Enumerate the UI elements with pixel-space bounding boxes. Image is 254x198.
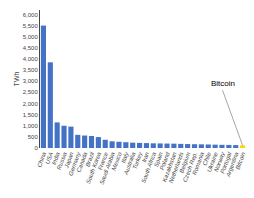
svg-text:South Africa: South Africa: [140, 151, 157, 184]
svg-text:TWh: TWh: [13, 72, 20, 87]
svg-text:South Korea: South Korea: [85, 151, 102, 185]
svg-text:Netherlands: Netherlands: [168, 151, 185, 183]
svg-text:Mexico: Mexico: [111, 151, 123, 172]
svg-text:1,000: 1,000: [23, 123, 39, 129]
svg-text:Brazil: Brazil: [84, 151, 95, 168]
svg-text:Saudi Arabia: Saudi Arabia: [99, 151, 117, 186]
svg-text:China: China: [36, 151, 47, 168]
svg-text:India: India: [51, 151, 61, 166]
svg-text:Norway: Norway: [213, 150, 226, 172]
svg-text:France: France: [97, 151, 109, 171]
svg-text:Kazakhstan: Kazakhstan: [161, 151, 178, 183]
svg-text:Czech Rep.: Czech Rep.: [182, 151, 198, 183]
svg-text:Poland: Poland: [159, 151, 171, 171]
svg-text:Canada: Canada: [76, 151, 89, 173]
svg-text:5,000: 5,000: [23, 34, 39, 40]
svg-text:3,500: 3,500: [23, 67, 39, 73]
svg-text:Bitcoin: Bitcoin: [235, 151, 247, 171]
svg-text:Romania: Romania: [191, 151, 205, 176]
svg-text:Iran: Iran: [141, 151, 150, 163]
svg-text:Australia: Australia: [122, 151, 136, 177]
svg-text:Argentina: Argentina: [225, 151, 240, 179]
svg-text:1,500: 1,500: [23, 112, 39, 118]
svg-text:Japan: Japan: [63, 151, 75, 170]
svg-text:2,000: 2,000: [23, 101, 39, 107]
svg-text:Ukraine: Ukraine: [206, 151, 219, 173]
svg-text:4,000: 4,000: [23, 56, 39, 62]
svg-text:Italy: Italy: [120, 150, 130, 163]
svg-text:Belgium: Belgium: [178, 151, 191, 173]
svg-text:6,000: 6,000: [23, 12, 39, 18]
svg-text:Portugal: Portugal: [219, 151, 233, 175]
svg-text:Bitcoin: Bitcoin: [211, 79, 235, 88]
svg-text:5,500: 5,500: [23, 23, 39, 29]
svg-text:2,500: 2,500: [23, 89, 39, 95]
svg-text:Spain: Spain: [153, 151, 164, 168]
svg-text:Germany: Germany: [67, 150, 81, 176]
svg-text:500: 500: [28, 134, 39, 140]
svg-text:Chile: Chile: [202, 151, 213, 167]
svg-text:Turkey: Turkey: [132, 150, 144, 170]
svg-text:3,000: 3,000: [23, 78, 39, 84]
svg-text:Russia: Russia: [56, 151, 68, 171]
svg-text:USA: USA: [44, 151, 54, 165]
svg-text:0: 0: [34, 145, 38, 151]
svg-text:4,500: 4,500: [23, 45, 39, 51]
